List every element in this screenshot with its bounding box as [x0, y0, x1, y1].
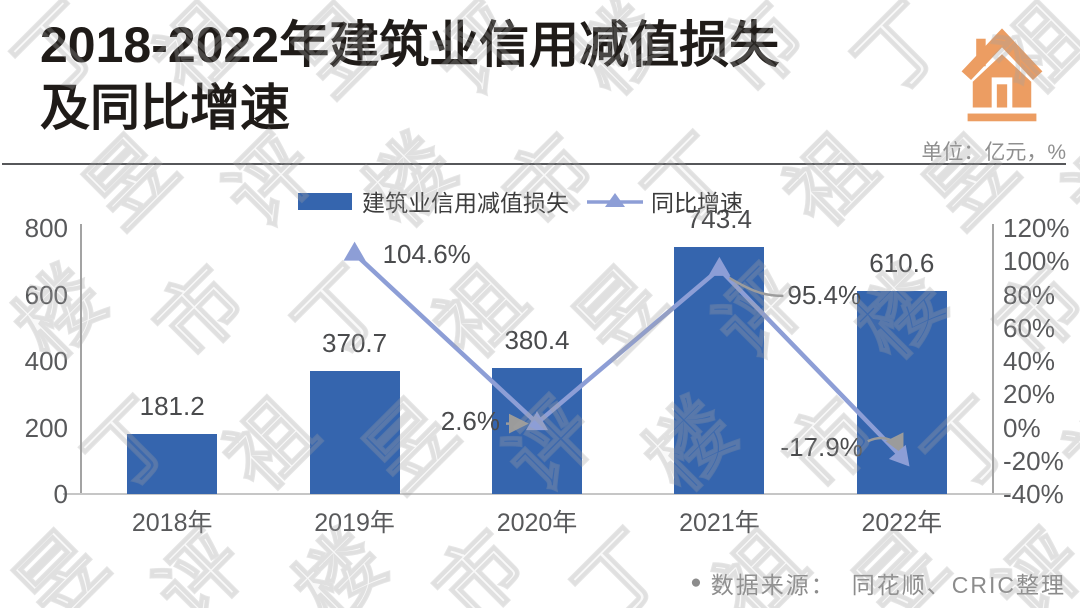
- x-axis-label: 2019年: [314, 509, 395, 537]
- y-axis-right-tick: 100%: [1003, 246, 1070, 277]
- y-axis-right-tick: 120%: [1003, 213, 1070, 243]
- house-roof: [961, 28, 1043, 80]
- bar-value-label: 370.7: [322, 327, 388, 358]
- unit-label: 单位：亿元，%: [921, 141, 1066, 164]
- bar-value-label: 743.4: [686, 203, 752, 234]
- growth-value-label: 95.4%: [787, 279, 862, 310]
- growth-value-label: -17.9%: [780, 432, 863, 463]
- legend-bar-swatch: [298, 192, 352, 210]
- y-axis-left-tick: 600: [24, 279, 68, 310]
- x-axis-label: 2022年: [861, 509, 943, 537]
- title-line-2: 及同比增速: [40, 80, 290, 136]
- x-axis-label: 2020年: [496, 509, 578, 537]
- bar-value-label: 181.2: [139, 390, 205, 421]
- x-axis-label: 2018年: [131, 509, 213, 537]
- y-axis-right-tick: 60%: [1003, 312, 1056, 343]
- legend-bar-label: 建筑业信用减值损失: [362, 190, 569, 216]
- line-marker: [526, 411, 548, 431]
- y-axis-left-tick: 400: [24, 346, 68, 376]
- bar: [492, 367, 582, 494]
- chart-legend: 建筑业信用减值损失 同比增速: [298, 184, 743, 218]
- growth-value-label: 2.6%: [440, 406, 500, 437]
- y-axis-right-tick: 40%: [1003, 346, 1056, 376]
- leader-line: [728, 276, 784, 298]
- x-axis-line: [63, 493, 1011, 495]
- y-axis-left-tick: 800: [24, 213, 68, 243]
- y-axis-right-tick: 20%: [1003, 379, 1056, 410]
- y-axis-right-tick: -40%: [1003, 479, 1064, 509]
- y-axis-right-tick: 80%: [1003, 279, 1056, 310]
- source-text: 同花顺、CRIC整理: [851, 572, 1066, 598]
- bar-value-label: 610.6: [869, 247, 935, 278]
- y-axis-right-tick: -20%: [1003, 445, 1064, 476]
- page-title: 2018-2022年建筑业信用减值损失 及同比增速: [40, 14, 779, 140]
- data-source: ● 数据来源： 同花顺、CRIC整理: [690, 566, 1066, 600]
- leader-arrow: [867, 432, 904, 455]
- bar: [127, 433, 218, 494]
- y-axis-right-tick: 0%: [1003, 412, 1041, 443]
- y-axis-left-tick: 200: [24, 412, 68, 443]
- legend-line-marker-icon: [587, 193, 643, 207]
- header-divider: [2, 163, 1066, 165]
- y-axis-left-tick: 0: [53, 479, 68, 509]
- house-icon: [961, 28, 1043, 122]
- house-door: [996, 84, 1008, 108]
- source-bullet-icon: ●: [690, 572, 702, 593]
- line-marker: [708, 256, 731, 276]
- growth-line: [353, 251, 904, 459]
- growth-value-label: 104.6%: [382, 238, 471, 269]
- x-axis-label: 2021年: [679, 509, 760, 537]
- legend-line-label: 同比增速: [651, 190, 743, 216]
- y-axis-left-line: [80, 224, 82, 494]
- source-label: 数据来源：: [710, 572, 836, 598]
- line-marker: [888, 444, 910, 467]
- line-marker: [343, 241, 366, 261]
- bar: [309, 370, 400, 494]
- y-axis-right-line: [992, 224, 994, 494]
- bar-value-label: 380.4: [504, 324, 570, 355]
- title-line-1: 2018-2022年建筑业信用减值损失: [40, 17, 780, 73]
- house-ground: [967, 113, 1037, 122]
